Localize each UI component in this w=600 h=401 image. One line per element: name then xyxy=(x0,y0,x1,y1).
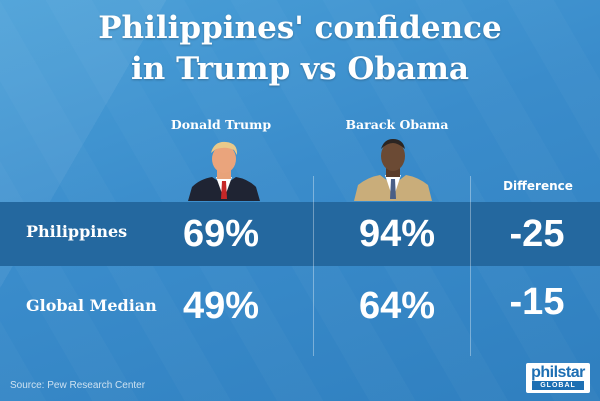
value-philippines-difference: -25 xyxy=(509,213,565,255)
trump-portrait-icon xyxy=(188,141,260,201)
logo-text-top: philstar xyxy=(531,364,585,381)
logo-text-bottom: GLOBAL xyxy=(532,381,584,390)
value-philippines-trump: 69% xyxy=(182,213,260,255)
title-line-2: in Trump vs Obama xyxy=(131,51,469,87)
chart-title: Philippines' confidence in Trump vs Obam… xyxy=(0,8,600,90)
title-line-1: Philippines' confidence xyxy=(98,10,502,46)
column-divider-2 xyxy=(470,176,471,356)
source-note: Source: Pew Research Center xyxy=(10,380,146,391)
table-row-philippines: Philippines 69% 94% -25 xyxy=(0,202,600,266)
value-global-obama: 64% xyxy=(358,285,436,327)
column-header-trump: Donald Trump xyxy=(170,117,272,132)
table-row-global-median: Global Median 49% 64% -15 xyxy=(0,272,600,336)
philstar-logo: philstar GLOBAL xyxy=(526,363,590,393)
obama-portrait-icon xyxy=(354,139,432,201)
column-header-obama: Barack Obama xyxy=(345,117,449,132)
row-label-global-median: Global Median xyxy=(26,296,157,315)
value-global-difference: -15 xyxy=(509,281,565,323)
column-header-difference: Difference xyxy=(503,179,573,193)
value-global-trump: 49% xyxy=(182,285,260,327)
value-philippines-obama: 94% xyxy=(358,213,436,255)
column-divider-1 xyxy=(313,176,314,356)
row-label-philippines: Philippines xyxy=(26,222,128,241)
